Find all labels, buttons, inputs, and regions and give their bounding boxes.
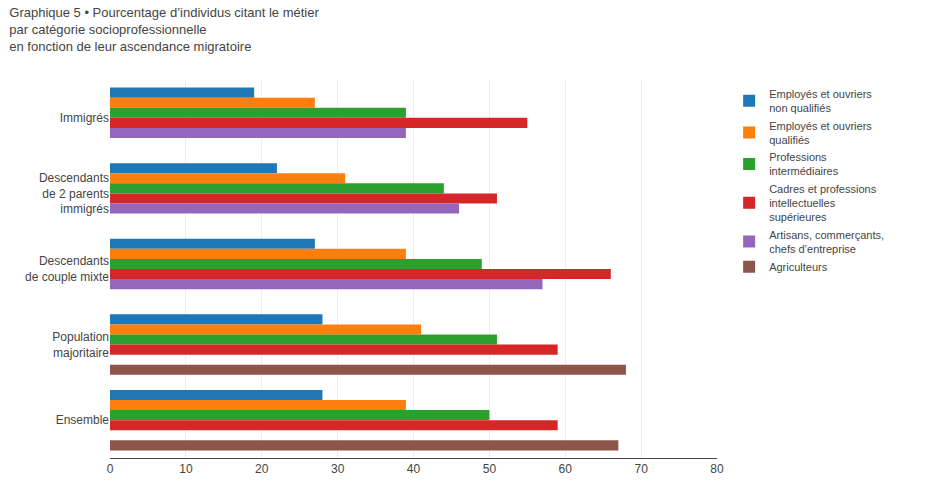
svg-text:Employés et ouvriersnon qualif: Employés et ouvriersnon qualifiés [769,88,872,114]
svg-text:10: 10 [179,462,193,476]
svg-text:Immigrés: Immigrés [60,111,109,125]
svg-text:Populationmajoritaire: Populationmajoritaire [52,330,109,360]
svg-text:Professionsintermédiaires: Professionsintermédiaires [769,151,839,177]
svg-text:80: 80 [710,462,724,476]
svg-text:Agriculteurs: Agriculteurs [769,261,828,273]
svg-text:Descendantsde 2 parentsimmigré: Descendantsde 2 parentsimmigrés [39,171,109,216]
svg-text:50: 50 [483,462,497,476]
svg-text:20: 20 [255,462,269,476]
svg-text:Descendantsde couple mixte: Descendantsde couple mixte [25,254,109,284]
svg-text:Employés et ouvriersqualifiés: Employés et ouvriersqualifiés [769,120,872,146]
svg-text:Cadres et professionsintellect: Cadres et professionsintellectuellessupé… [769,183,876,224]
svg-text:Ensemble: Ensemble [56,413,110,427]
svg-text:Graphique 5 • Pourcentage d’in: Graphique 5 • Pourcentage d’individus ci… [9,5,319,54]
svg-text:70: 70 [634,462,648,476]
svg-text:60: 60 [559,462,573,476]
svg-text:0: 0 [107,462,114,476]
svg-text:Artisans, commerçants,chefs d’: Artisans, commerçants,chefs d’entreprise [769,229,884,255]
svg-text:40: 40 [407,462,421,476]
svg-text:30: 30 [331,462,345,476]
